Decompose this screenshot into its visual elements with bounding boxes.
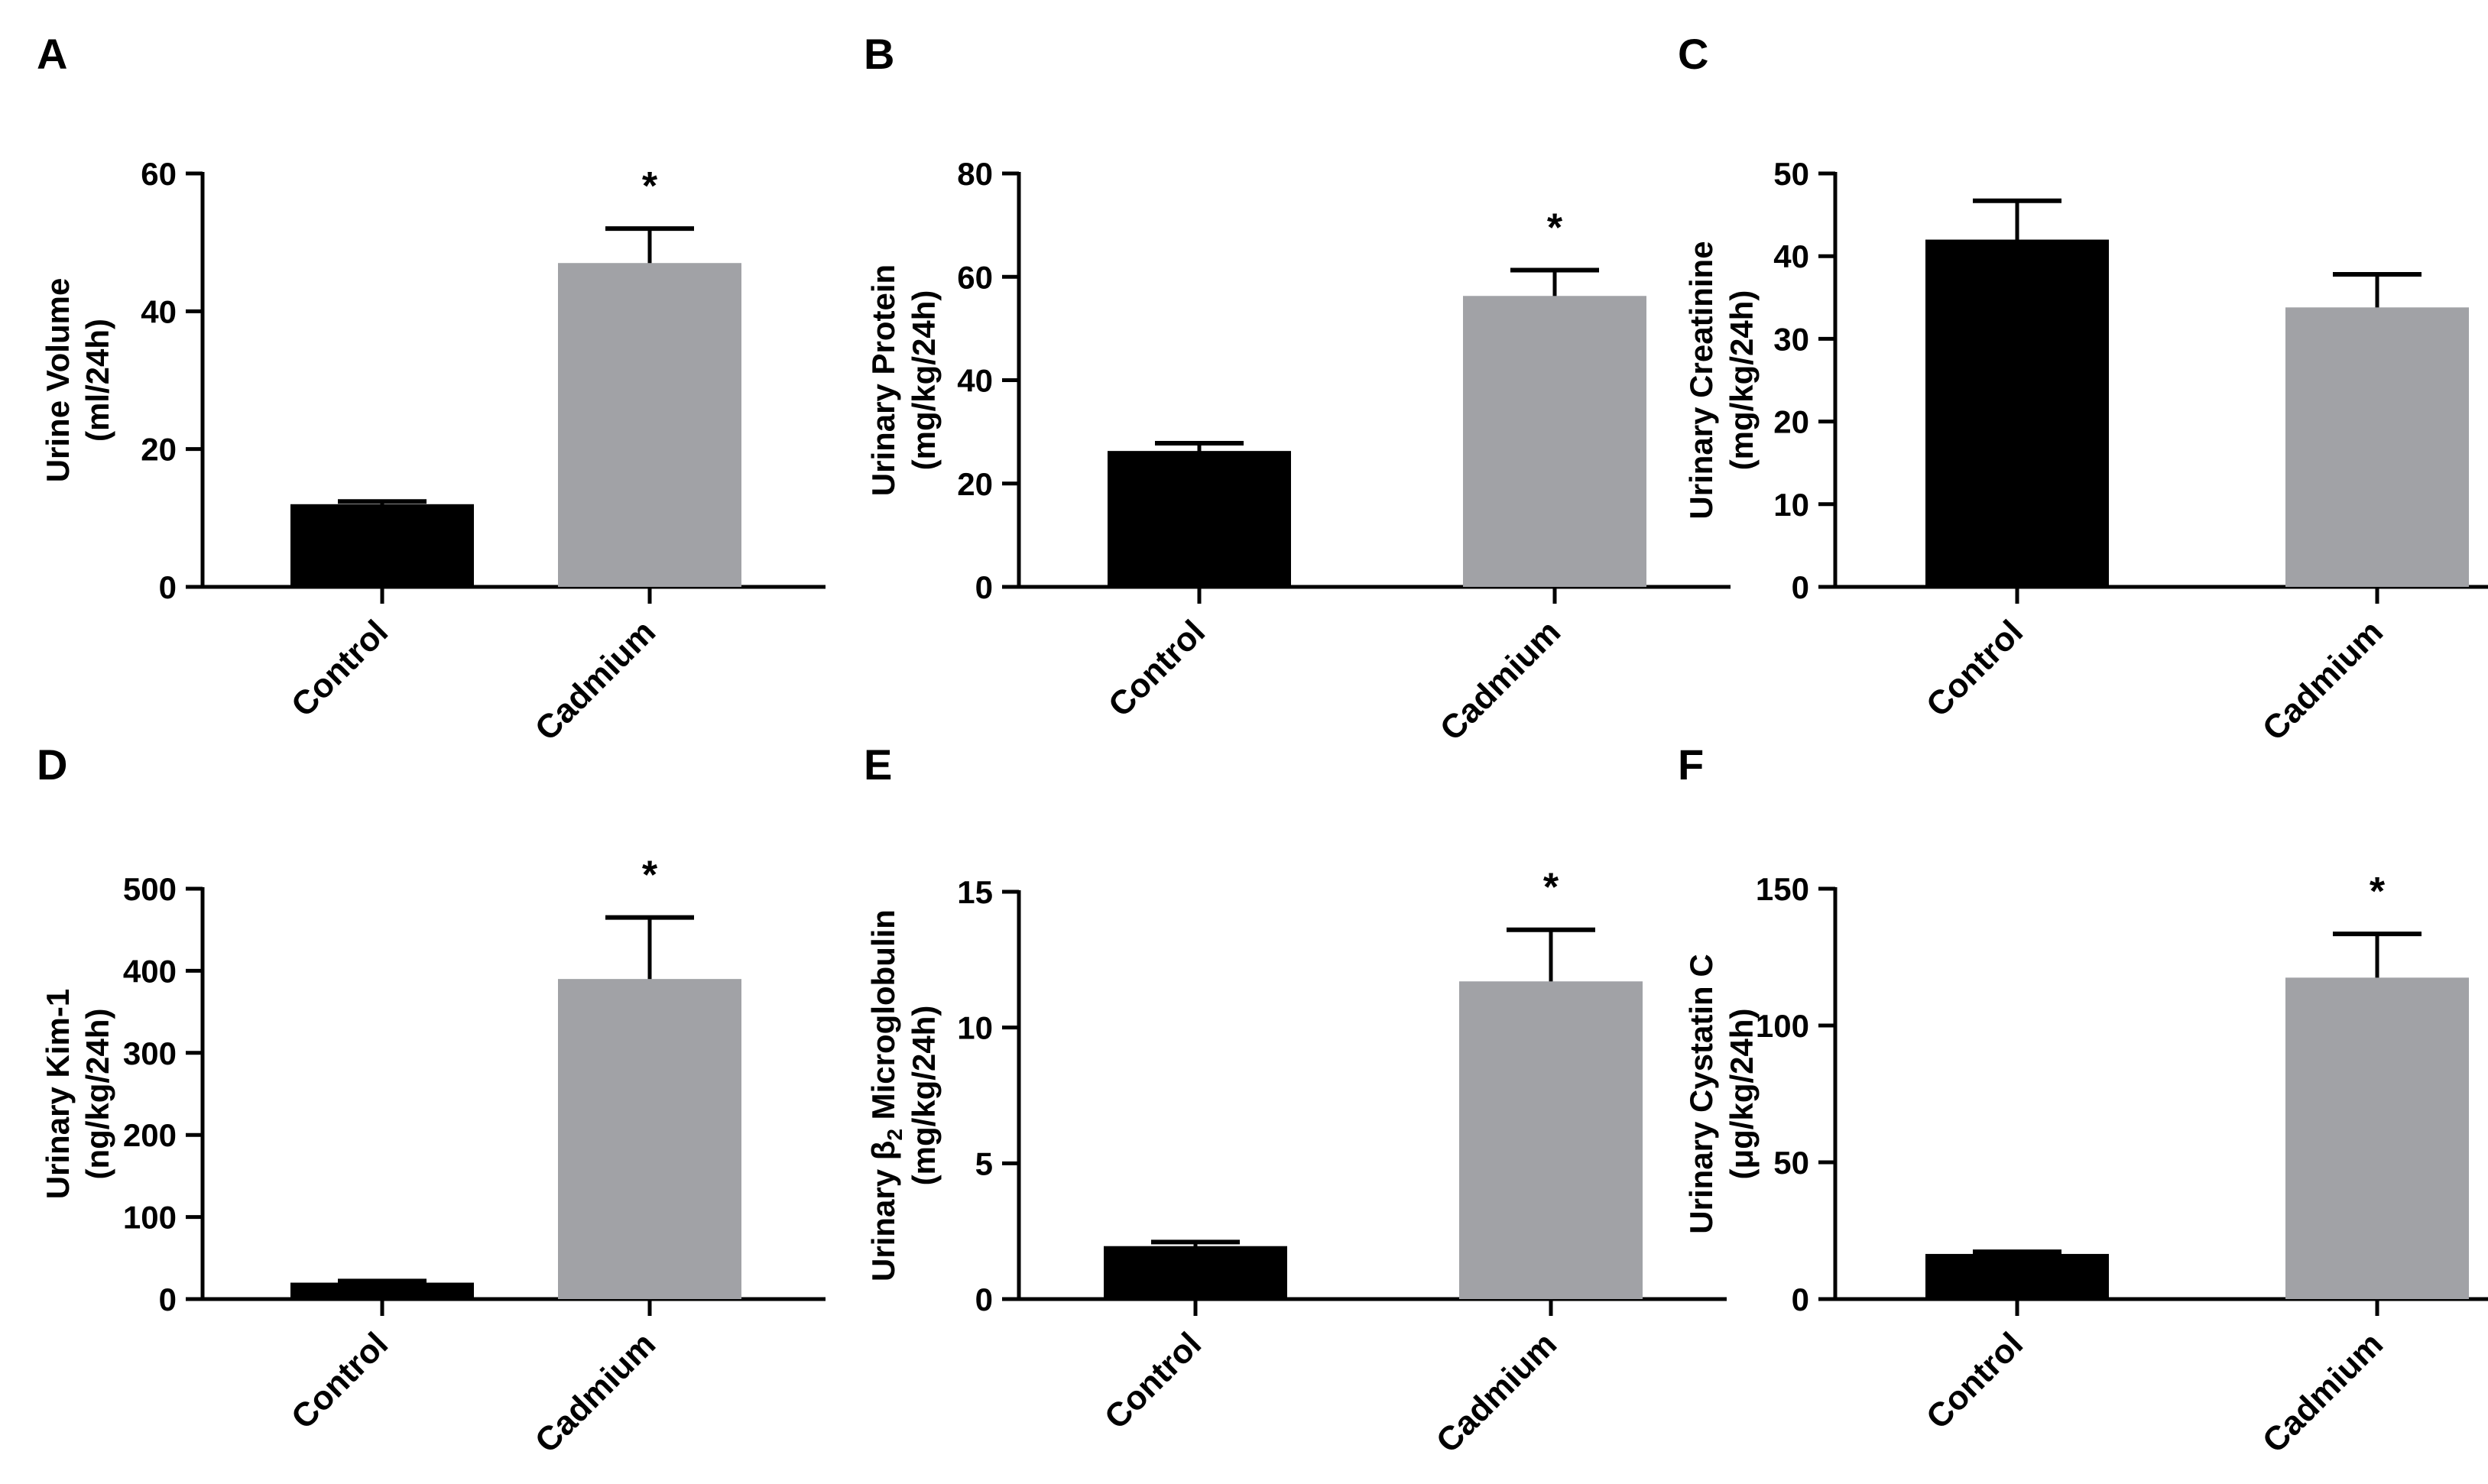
y-tick-label: 0 [1792, 569, 1809, 605]
bar-cadmium [1463, 296, 1646, 587]
y-tick-label: 40 [141, 293, 177, 329]
y-tick-label: 60 [141, 156, 177, 192]
y-tick-label: 100 [123, 1200, 177, 1236]
significance-marker: * [1543, 866, 1559, 910]
x-category-label: Control [1919, 1325, 2030, 1436]
y-axis-unit: (mg/kg/24h) [906, 1006, 942, 1186]
x-category-label: Control [284, 613, 395, 724]
y-tick-label: 0 [1792, 1281, 1809, 1317]
y-tick-label: 50 [1773, 1145, 1809, 1181]
x-category-label: Control [1098, 1325, 1208, 1436]
y-tick-label: 10 [1773, 487, 1809, 523]
significance-marker: * [1547, 206, 1563, 250]
bar-control [290, 1282, 474, 1299]
bar-cadmium [1459, 981, 1643, 1299]
bar-control [1104, 1246, 1287, 1299]
significance-marker: * [2370, 870, 2386, 914]
significance-marker: * [642, 854, 658, 898]
y-axis-unit: (mg/kg/24h) [906, 290, 942, 471]
y-tick-label: 80 [957, 156, 993, 192]
x-category-label: Cadmium [2256, 1325, 2390, 1460]
x-category-label: Control [1919, 613, 2030, 724]
y-tick-label: 60 [957, 259, 993, 295]
y-tick-label: 20 [1773, 404, 1809, 440]
y-axis-title: Urinary β2 Microglobulin [865, 909, 907, 1281]
panel-letter: F [1678, 740, 1704, 789]
bar-control [290, 504, 474, 587]
x-category-label: Control [1101, 613, 1212, 724]
panel-e: E Urinary β2 Microglobulin (mg/kg/24h) 0 5 10… [864, 740, 1727, 1460]
y-tick-label: 300 [123, 1035, 177, 1071]
y-axis-title: Urinary Creatinine [1683, 241, 1719, 519]
y-tick-label: 20 [141, 432, 177, 468]
y-axis-unit: (μg/kg/24h) [1724, 1008, 1760, 1179]
panel-letter: D [37, 740, 67, 789]
x-category-label: Cadmium [528, 1325, 663, 1460]
x-category-label: Cadmium [528, 613, 663, 747]
y-tick-label: 50 [1773, 156, 1809, 192]
y-tick-label: 100 [1756, 1008, 1809, 1044]
x-category-label: Cadmium [1433, 613, 1568, 747]
x-category-label: Control [284, 1325, 395, 1436]
y-axis-unit: (ml/24h) [79, 319, 115, 442]
y-tick-label: 200 [123, 1117, 177, 1153]
y-tick-label: 40 [1773, 238, 1809, 274]
y-tick-label: 30 [1773, 321, 1809, 357]
y-tick-label: 150 [1756, 871, 1809, 907]
bar-cadmium [558, 979, 741, 1299]
y-axis-unit: (ng/kg/24h) [79, 1008, 115, 1179]
y-axis-title: Urinary Protein [865, 264, 901, 496]
y-tick-label: 15 [957, 874, 993, 910]
panel-letter: E [864, 740, 892, 789]
y-tick-label: 0 [975, 569, 993, 605]
y-axis-title: Urine Volume [40, 278, 76, 483]
y-axis-title: Urinary Kim-1 [40, 989, 76, 1199]
bar-cadmium [2285, 307, 2469, 587]
bar-cadmium [2285, 977, 2469, 1299]
significance-marker: * [642, 164, 658, 209]
bar-control [1925, 1253, 2109, 1299]
y-tick-label: 40 [957, 363, 993, 399]
y-tick-label: 0 [975, 1281, 993, 1317]
bar-cadmium [558, 263, 741, 587]
panel-letter: B [864, 30, 894, 78]
y-axis-title: Urinary Cystatin C [1683, 954, 1719, 1233]
y-tick-label: 500 [123, 871, 177, 907]
y-tick-label: 0 [159, 569, 177, 605]
panel-b: B Urinary Protein (mg/kg/24h) 0 20 40 60 80 Cont… [864, 30, 1731, 748]
y-tick-label: 400 [123, 953, 177, 989]
bar-control [1925, 239, 2109, 587]
panel-letter: C [1678, 30, 1708, 78]
y-tick-label: 5 [975, 1145, 993, 1181]
bar-control [1108, 451, 1291, 587]
panel-c: C Urinary Creatinine (mg/kg/24h) 0 10 20 30 40 5… [1678, 30, 2488, 748]
x-category-label: Cadmium [1429, 1325, 1564, 1460]
y-tick-label: 10 [957, 1010, 993, 1046]
panel-f: F Urinary Cystatin C (μg/kg/24h) 0 50 100 150 C… [1678, 740, 2488, 1460]
y-tick-label: 0 [159, 1281, 177, 1317]
panel-d: D Urinary Kim-1 (ng/kg/24h) 0 100 200 300 400 50… [37, 740, 826, 1460]
y-tick-label: 20 [957, 466, 993, 502]
panel-a: A Urine Volume (ml/24h) 0 20 40 60 Control * Cadm… [37, 30, 826, 748]
panel-letter: A [37, 30, 67, 78]
x-category-label: Cadmium [2256, 613, 2390, 747]
y-axis-unit: (mg/kg/24h) [1724, 290, 1760, 471]
